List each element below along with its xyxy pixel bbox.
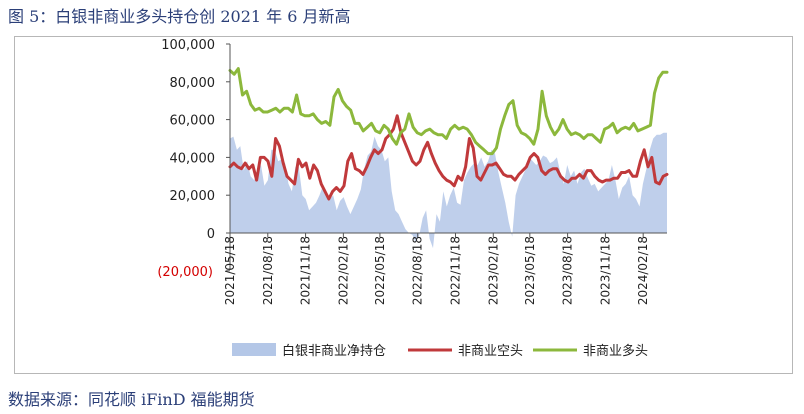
x-tick-label: 2023/11/18 <box>598 236 612 305</box>
x-tick-label: 2022/11/18 <box>448 236 462 305</box>
x-tick-label: 2024/02/18 <box>636 236 650 305</box>
y-tick-label: 20,000 <box>170 189 216 204</box>
x-tick-label: 2023/02/18 <box>486 236 500 305</box>
x-tick-label: 2021/08/18 <box>261 236 275 305</box>
legend-label-short: 非商业空头 <box>458 344 523 359</box>
x-tick-label: 2022/05/18 <box>373 236 387 305</box>
legend-swatch-net-position <box>232 343 276 356</box>
x-tick-label: 2023/05/18 <box>523 236 537 305</box>
y-tick-label: 60,000 <box>170 114 216 129</box>
source-note: 数据来源：同花顺 iFinD 福能期货 <box>8 390 255 409</box>
y-tick-label: 0 <box>207 227 215 242</box>
x-tick-label: 2021/11/18 <box>299 236 313 305</box>
x-tick-label: 2022/08/18 <box>411 236 425 305</box>
x-tick-label: 2022/02/18 <box>336 236 350 305</box>
y-tick-label: 40,000 <box>170 151 216 166</box>
y-tick-label: (20,000) <box>157 265 213 280</box>
chart-frame <box>14 36 793 374</box>
legend-label-long: 非商业多头 <box>583 343 648 359</box>
y-tick-label: 100,000 <box>161 38 215 53</box>
x-tick-label: 2021/05/18 <box>223 236 237 305</box>
legend-label-net-position: 白银非商业净持仓 <box>282 343 386 359</box>
series-line-non-commercial-long <box>228 67 669 156</box>
figure-title: 图 5：白银非商业多头持仓创 2021 年 6 月新高 <box>8 7 351 26</box>
y-tick-label: 80,000 <box>170 76 216 91</box>
series-line-non-commercial-short <box>228 114 669 201</box>
series-area-net-position <box>230 132 667 249</box>
x-tick-label: 2023/08/18 <box>561 236 575 305</box>
